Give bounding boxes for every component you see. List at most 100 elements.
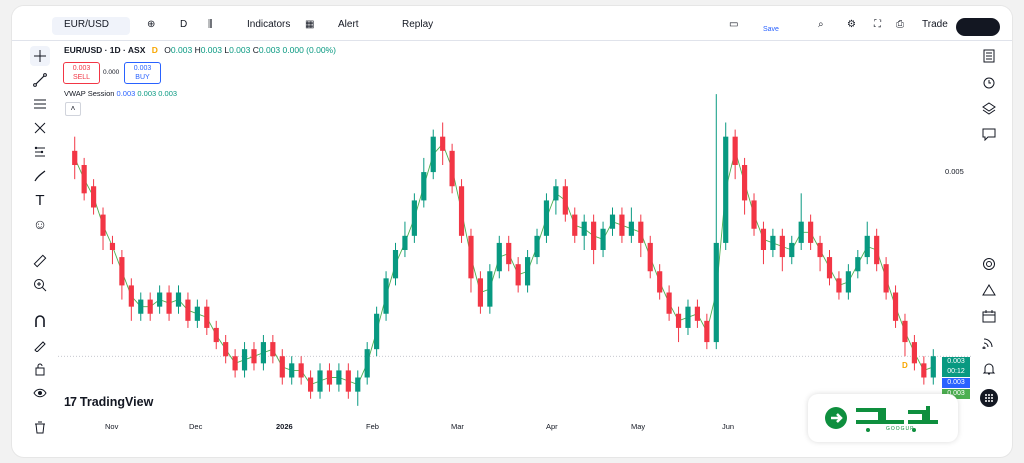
candle[interactable] (638, 214, 644, 258)
candle[interactable] (157, 285, 163, 314)
collapse-legend-button[interactable]: ˄ (65, 102, 81, 116)
candle[interactable] (798, 193, 804, 250)
snapshot-icon[interactable]: ⎙ (896, 19, 904, 30)
candle[interactable] (543, 193, 550, 243)
candle[interactable] (260, 335, 267, 371)
candle[interactable] (345, 363, 351, 399)
candle[interactable] (223, 335, 229, 364)
candle[interactable] (392, 242, 399, 286)
candle[interactable] (175, 285, 182, 314)
symbol-search-button[interactable] (52, 17, 130, 35)
candle[interactable] (826, 250, 833, 286)
trade-link[interactable]: Trade (922, 19, 948, 30)
candle[interactable] (713, 94, 719, 350)
layout-icon[interactable]: ▦ (305, 19, 315, 30)
calendar-icon[interactable] (979, 306, 999, 326)
candle[interactable] (572, 207, 578, 243)
candle[interactable] (289, 356, 295, 385)
candle[interactable] (619, 207, 625, 243)
forecast-icon[interactable] (30, 142, 50, 162)
candle[interactable] (468, 228, 474, 293)
crosshair-icon[interactable] (30, 46, 50, 66)
candle[interactable] (72, 136, 78, 180)
candle[interactable] (836, 271, 842, 300)
candle[interactable] (675, 306, 682, 343)
candle[interactable] (477, 271, 484, 314)
candle[interactable] (874, 228, 880, 272)
candle[interactable] (109, 235, 116, 265)
dividend-marker[interactable]: D (902, 361, 908, 370)
broadcast-icon[interactable] (979, 332, 999, 352)
pine-icon[interactable] (979, 280, 999, 300)
candle[interactable] (364, 342, 370, 385)
magnet-icon[interactable] (30, 311, 50, 331)
candle[interactable] (694, 299, 701, 328)
candle[interactable] (298, 356, 304, 385)
watchlist-icon[interactable] (979, 46, 999, 66)
alert-button[interactable]: Alert (338, 19, 359, 30)
candle[interactable] (487, 264, 493, 314)
candle[interactable] (506, 235, 512, 272)
candle[interactable] (704, 313, 710, 350)
candle[interactable] (732, 129, 738, 180)
price-chart[interactable] (58, 40, 973, 445)
candle[interactable] (741, 157, 748, 215)
ruler-icon[interactable] (30, 251, 50, 271)
candle[interactable] (279, 349, 285, 385)
candle[interactable] (430, 129, 436, 180)
add-symbol-icon[interactable]: ⊕ (147, 19, 156, 30)
candle[interactable] (609, 207, 616, 236)
candle[interactable] (383, 271, 389, 321)
bell-icon[interactable] (979, 359, 999, 379)
candle[interactable] (204, 299, 210, 335)
sell-button[interactable]: 0.003 SELL (63, 62, 100, 84)
candle[interactable] (355, 370, 361, 406)
symbol-legend[interactable]: EUR/USD · 1D · ASX D O0.003 H0.003 L0.00… (64, 45, 336, 55)
candle[interactable] (251, 342, 257, 371)
brush-icon[interactable] (30, 166, 50, 186)
replay-button[interactable]: Replay (402, 19, 434, 30)
candle[interactable] (534, 228, 540, 265)
candle[interactable] (789, 235, 795, 265)
candle[interactable] (90, 179, 97, 215)
candle[interactable] (902, 313, 908, 357)
candle[interactable] (411, 193, 417, 243)
fullscreen-icon[interactable]: ⛶ (874, 19, 881, 30)
candle[interactable] (458, 179, 465, 243)
emoji-icon[interactable]: ☺ (32, 216, 48, 232)
lock-drawings-icon[interactable] (30, 335, 50, 355)
candle[interactable] (911, 335, 918, 371)
vwap-legend[interactable]: VWAP Session 0.003 0.003 0.003 (64, 89, 177, 98)
chart-type-icon[interactable]: ⫼ (208, 19, 213, 30)
candle[interactable] (817, 235, 823, 272)
candle[interactable] (524, 250, 531, 293)
candle[interactable] (930, 349, 936, 385)
candle[interactable] (581, 214, 587, 250)
candle[interactable] (628, 207, 634, 243)
candle[interactable] (864, 221, 870, 265)
candle[interactable] (374, 306, 380, 357)
alarm-icon[interactable] (979, 72, 999, 92)
trendline-icon[interactable] (30, 70, 50, 90)
candle[interactable] (307, 370, 314, 399)
apps-icon[interactable] (979, 388, 999, 408)
trash-icon[interactable] (30, 417, 50, 437)
layout-select-icon[interactable]: ▭ (729, 19, 739, 30)
buy-button[interactable]: 0.003 BUY (124, 62, 161, 84)
candle[interactable] (496, 235, 502, 279)
eye-icon[interactable] (30, 383, 50, 403)
candle[interactable] (723, 122, 729, 251)
candle[interactable] (808, 214, 814, 250)
candle[interactable] (241, 342, 248, 378)
candle[interactable] (855, 250, 861, 279)
candle[interactable] (213, 320, 219, 350)
candle[interactable] (128, 278, 134, 321)
candle[interactable] (317, 363, 323, 399)
interval-button[interactable]: D (180, 19, 188, 30)
candle[interactable] (336, 363, 342, 392)
zoom-icon[interactable] (30, 275, 50, 295)
candle[interactable] (270, 335, 276, 364)
candle[interactable] (666, 285, 672, 321)
candle[interactable] (402, 221, 408, 258)
candle[interactable] (326, 363, 333, 392)
